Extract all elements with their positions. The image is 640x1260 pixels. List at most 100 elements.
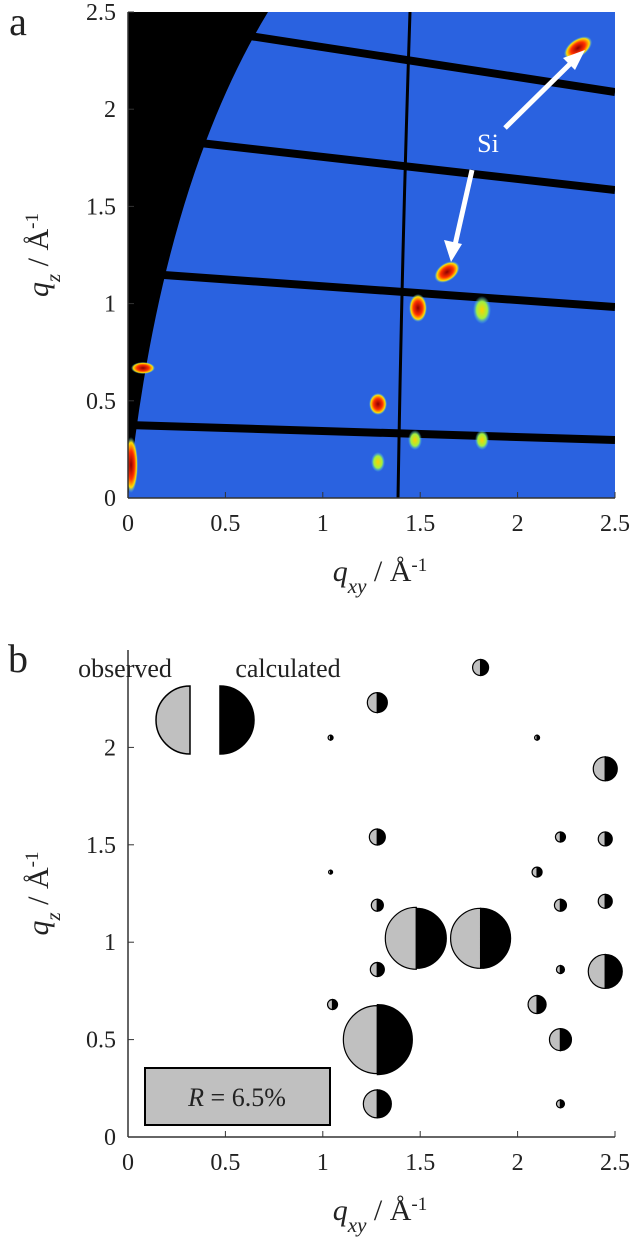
axis-symbol: q [22,282,55,297]
x-tick-label: 1 [317,1150,329,1176]
x-tick-label: 2.5 [600,511,630,537]
r-factor-box [144,1067,331,1126]
observed-half [472,658,482,677]
calculated-half [479,658,490,677]
calculated-half [376,961,385,978]
observed-half [370,898,378,912]
calculated-half [536,866,543,878]
legend-label: observed [78,654,172,683]
legend-glyphs [155,685,255,755]
observed-half [548,1027,562,1052]
calculated-half [536,994,547,1015]
x-axis-label: qxy / Å-1 [333,555,427,599]
observed-half [531,866,538,878]
x-tick-label: 0.5 [210,511,240,537]
y-tick-label: 1.5 [86,194,116,220]
y-tick-label: 2 [104,735,116,761]
calculated-half [331,998,339,1011]
axis-subscript: xy [347,1213,367,1237]
observed-half [366,691,378,714]
observed-half [597,831,606,847]
calculated-half [559,1099,566,1109]
calculated-half [329,869,334,875]
axis-symbol: q [333,555,348,588]
axis-subscript: xy [347,574,367,598]
axis-unit: / Å [22,228,55,273]
diffraction-spots [128,36,593,493]
calculated-half [559,831,566,843]
legend-label: calculated [235,654,340,683]
calculated-half [376,828,386,846]
x-tick-label: 2 [512,1150,524,1176]
y-tick-label: 1 [104,930,116,956]
observed-half [368,828,378,846]
x-tick-label: 2 [512,511,524,537]
r-factor: R = 6.5% [187,1083,286,1112]
y-tick-label: 1.5 [86,833,116,859]
y-tick-label: 2 [104,97,116,123]
axis-symbol: q [333,1194,348,1227]
y-tick-label: 0.5 [86,1028,116,1054]
observed-half [554,831,562,843]
y-tick-label: 2.5 [86,0,116,26]
x-tick-label: 1.5 [405,1150,435,1176]
y-tick-label: 0 [104,486,116,512]
observed-half [362,1089,378,1119]
y-axis-label: qz / Å-1 [22,213,66,297]
x-tick-label: 1 [317,511,329,537]
r-value: = 6.5% [204,1083,286,1112]
calculated-half [559,898,568,912]
y-axis-label: qz / Å-1 [22,851,66,935]
axis-unit: / Å [366,555,411,588]
observed-half [342,1004,378,1075]
x-tick-label: 0.5 [210,1150,240,1176]
si-annotation: Si [477,129,499,158]
detector-image [128,12,615,498]
observed-half [369,961,378,978]
calculated-half [376,1003,413,1076]
calculated-half [604,893,613,909]
axis-unit: / Å [22,867,55,912]
x-tick-label: 0 [122,511,134,537]
observed-half [553,898,562,912]
axis-subscript: z [41,274,65,283]
calculated-half [604,756,618,782]
calculated-half [604,831,613,847]
panel-label: b [8,636,28,681]
calculated-half [376,1089,392,1119]
axis-exponent: -1 [22,213,43,229]
calculated-half [479,907,512,969]
calculated-half [376,691,388,714]
calculated-half [559,964,566,975]
si-arrows [444,50,585,262]
observed-half [327,998,334,1011]
x-axis-label: qxy / Å-1 [333,1194,427,1238]
observed-half [384,906,417,970]
axis-unit: / Å [366,1194,411,1227]
axis-symbol: q [22,921,55,936]
observed-half [527,994,538,1015]
shadow-region [128,12,268,498]
r-symbol: R [187,1083,204,1112]
observed-half [450,907,482,969]
calculated-half [604,953,623,990]
y-tick-label: 0 [104,1125,116,1151]
observed-half [597,893,606,909]
axis-exponent: -1 [411,1194,427,1215]
calculated-half [536,734,541,741]
panel-label: a [9,0,27,44]
observed-half [592,756,606,782]
y-tick-label: 1 [104,292,116,318]
x-tick-label: 0 [122,1150,134,1176]
observed-half [587,953,606,990]
calculated-half [329,734,334,741]
calculated-half [376,898,384,912]
calculated-half [559,1027,572,1052]
axis-exponent: -1 [22,851,43,867]
axis-subscript: z [41,912,65,921]
axis-exponent: -1 [411,555,427,576]
x-tick-label: 1.5 [405,511,435,537]
y-tick-label: 0.5 [86,389,116,415]
calculated-half [415,907,447,969]
